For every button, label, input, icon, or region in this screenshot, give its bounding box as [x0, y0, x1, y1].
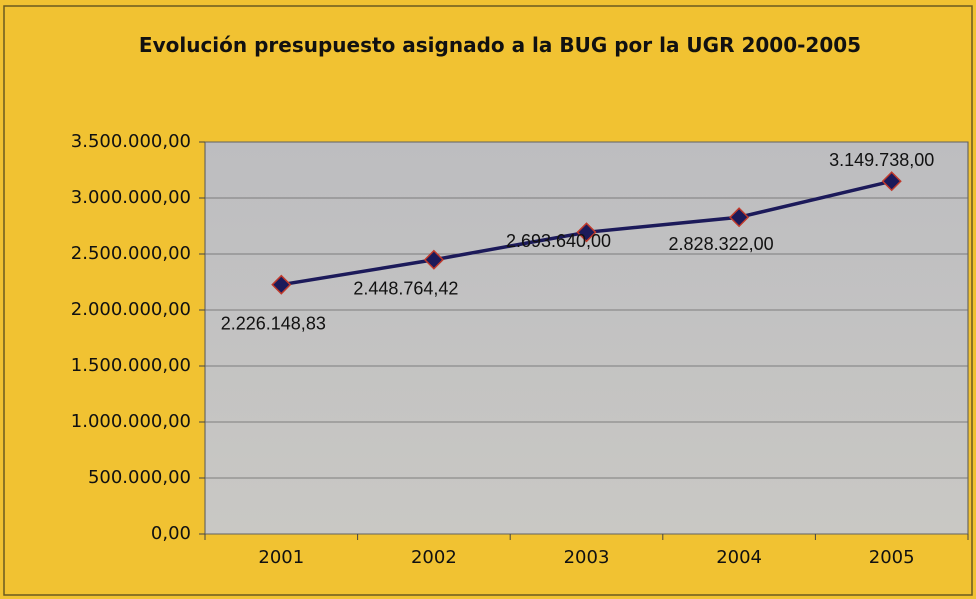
marker	[881, 171, 902, 192]
data-label: 2.693.640,00	[506, 231, 611, 251]
data-label: 2.448.764,42	[353, 278, 458, 298]
y-tick-label: 1.000.000,00	[71, 411, 191, 432]
y-tick-label: 2.500.000,00	[71, 243, 191, 264]
y-tick-label: 2.000.000,00	[71, 299, 191, 320]
marker	[423, 249, 444, 270]
x-tick-label: 2005	[869, 547, 915, 568]
data-label: 2.226.148,83	[221, 313, 326, 333]
data-label: 3.149.738,00	[829, 150, 934, 170]
x-tick-label: 2001	[258, 547, 304, 568]
y-tick-label: 500.000,00	[88, 467, 191, 488]
marker	[729, 207, 750, 228]
data-label: 2.828.322,00	[669, 234, 774, 254]
plot-area	[204, 141, 969, 535]
marker	[576, 222, 597, 243]
y-tick-label: 0,00	[151, 523, 191, 544]
y-tick-label: 3.000.000,00	[71, 187, 191, 208]
y-tick-label: 3.500.000,00	[71, 131, 191, 152]
x-tick-label: 2003	[564, 547, 610, 568]
x-tick-label: 2004	[716, 547, 762, 568]
chart-title: Evolución presupuesto asignado a la BUG …	[138, 33, 862, 57]
chart-border	[3, 5, 973, 596]
x-tick-label: 2002	[411, 547, 457, 568]
marker	[271, 274, 292, 295]
y-tick-label: 1.500.000,00	[71, 355, 191, 376]
